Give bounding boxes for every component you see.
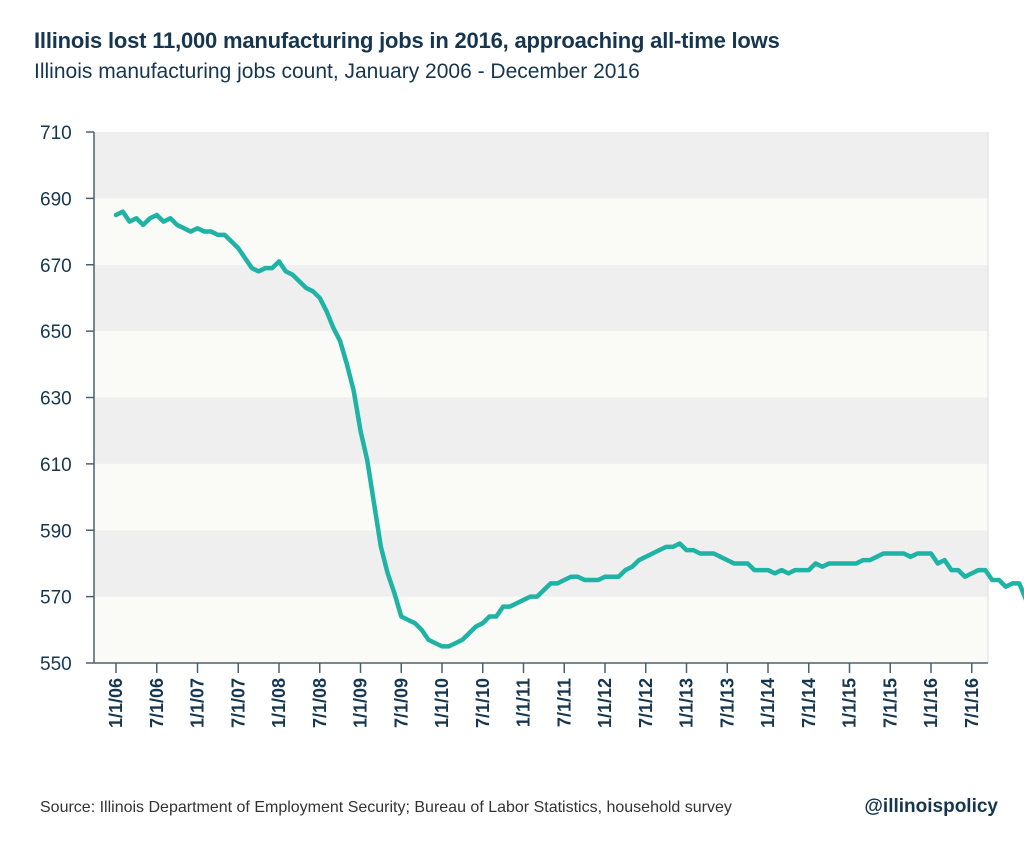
x-tick-label: 7/1/13	[717, 678, 737, 728]
grid-band	[94, 331, 988, 398]
y-tick-label: 590	[40, 521, 72, 542]
y-tick-label: 670	[40, 256, 72, 277]
source-note: Source: Illinois Department of Employmen…	[40, 799, 732, 816]
x-tick-label: 7/1/15	[880, 678, 900, 728]
x-tick-label: 7/1/16	[962, 678, 982, 728]
x-tick-label: 7/1/06	[147, 678, 167, 728]
x-tick-label: 7/1/14	[799, 678, 819, 728]
x-tick-label: 1/1/13	[677, 678, 697, 728]
grid-band	[94, 397, 988, 464]
y-tick-label: 630	[40, 389, 72, 410]
twitter-handle[interactable]: @illinoispolicy	[864, 796, 998, 817]
x-tick-label: 1/1/16	[921, 678, 941, 728]
grid-band	[94, 264, 988, 332]
series-line-manufacturing-jobs	[113, 209, 1024, 649]
y-tick-label: 650	[40, 322, 72, 343]
x-tick-label: 7/1/10	[473, 678, 493, 728]
x-tick-label: 1/1/07	[188, 678, 208, 728]
x-tick-label: 1/1/11	[514, 678, 534, 727]
grid-band	[94, 463, 988, 531]
x-tick-label: 1/1/12	[595, 678, 615, 728]
grid-band	[94, 198, 988, 265]
x-tick-label: 7/1/07	[228, 678, 248, 728]
y-tick-label: 550	[40, 654, 72, 675]
x-tick-label: 7/1/12	[636, 678, 656, 728]
chart-title: Illinois lost 11,000 manufacturing jobs …	[34, 28, 780, 53]
y-tick-label: 570	[40, 588, 72, 609]
x-tick-label: 1/1/14	[758, 678, 778, 728]
x-tick-label: 7/1/09	[391, 678, 411, 728]
x-tick-label: 1/1/08	[269, 678, 289, 728]
line-chart: 550 570 590 610 630 650 670 690 710 1/1/06 7/1/06 1…	[40, 123, 1024, 728]
chart-subtitle: Illinois manufacturing jobs count, Janua…	[34, 60, 640, 83]
x-tick-label: 1/1/06	[106, 678, 126, 728]
x-tick-label: 7/1/08	[310, 678, 330, 728]
y-tick-label: 610	[40, 455, 72, 476]
y-tick-label: 710	[40, 123, 72, 144]
y-tick-label: 690	[40, 189, 72, 210]
grid-band	[94, 596, 988, 663]
x-tick-label: 7/1/11	[554, 678, 574, 727]
x-tick-label: 1/1/10	[432, 678, 452, 728]
x-tick-label: 1/1/09	[351, 678, 371, 728]
grid-band	[94, 132, 988, 199]
x-tick-label: 1/1/15	[840, 678, 860, 728]
